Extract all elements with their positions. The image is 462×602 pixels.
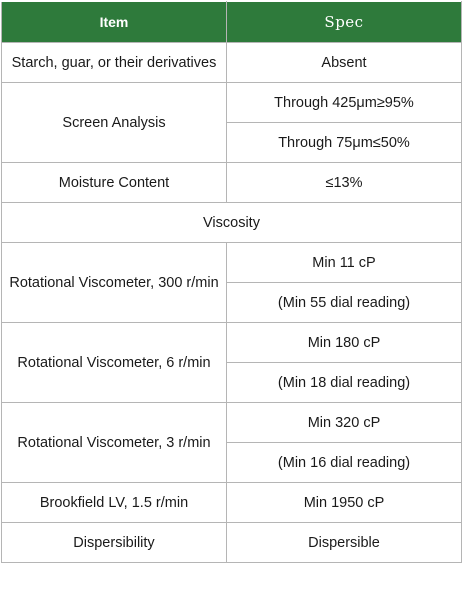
table-row: Moisture Content ≤13% xyxy=(1,162,462,203)
item-moisture: Moisture Content xyxy=(1,162,227,203)
spec-dispersibility: Dispersible xyxy=(226,522,462,563)
item-rotational-300: Rotational Viscometer, 300 r/min xyxy=(1,242,227,323)
item-rotational-3: Rotational Viscometer, 3 r/min xyxy=(1,402,227,483)
spec-rotational-3-cp: Min 320 cP xyxy=(226,402,462,443)
table-row: Rotational Viscometer, 300 r/min Min 11 … xyxy=(1,242,462,323)
spec-rotational-300-dial: (Min 55 dial reading) xyxy=(226,282,462,323)
column-header-spec: Spec xyxy=(226,1,462,43)
item-rotational-6: Rotational Viscometer, 6 r/min xyxy=(1,322,227,403)
spec-rotational-3-dial: (Min 16 dial reading) xyxy=(226,442,462,483)
spec-screen-75: Through 75μm≤50% xyxy=(226,122,462,163)
table-row: Dispersibility Dispersible xyxy=(1,522,462,563)
spec-rotational-300-cp: Min 11 cP xyxy=(226,242,462,283)
spec-table: Item Spec Starch, guar, or their derivat… xyxy=(1,1,462,563)
viscosity-section-heading: Viscosity xyxy=(1,202,462,243)
table-row: Starch, guar, or their derivatives Absen… xyxy=(1,42,462,83)
table-row: Rotational Viscometer, 6 r/min Min 180 c… xyxy=(1,322,462,403)
item-dispersibility: Dispersibility xyxy=(1,522,227,563)
table-row: (Min 55 dial reading) xyxy=(2,282,462,323)
spec-moisture: ≤13% xyxy=(226,162,462,203)
table-row: Viscosity xyxy=(1,202,462,243)
spec-screen-425: Through 425μm≥95% xyxy=(226,82,462,123)
table-row: Screen Analysis Through 425μm≥95% xyxy=(1,82,462,163)
item-screen-analysis: Screen Analysis xyxy=(1,82,227,163)
table-row: (Min 16 dial reading) xyxy=(2,442,462,483)
item-starch: Starch, guar, or their derivatives xyxy=(1,42,227,83)
table-row: Rotational Viscometer, 3 r/min Min 320 c… xyxy=(1,402,462,483)
header-row: Item Spec xyxy=(1,1,462,43)
spec-rotational-6-dial: (Min 18 dial reading) xyxy=(226,362,462,403)
item-brookfield: Brookfield LV, 1.5 r/min xyxy=(1,482,227,523)
spec-rotational-6-cp: Min 180 cP xyxy=(226,322,462,363)
spec-starch: Absent xyxy=(226,42,462,83)
table-row: Brookfield LV, 1.5 r/min Min 1950 cP xyxy=(1,482,462,523)
table-row: Through 75μm≤50% xyxy=(2,122,462,163)
spec-brookfield: Min 1950 cP xyxy=(226,482,462,523)
column-header-item: Item xyxy=(1,1,227,43)
